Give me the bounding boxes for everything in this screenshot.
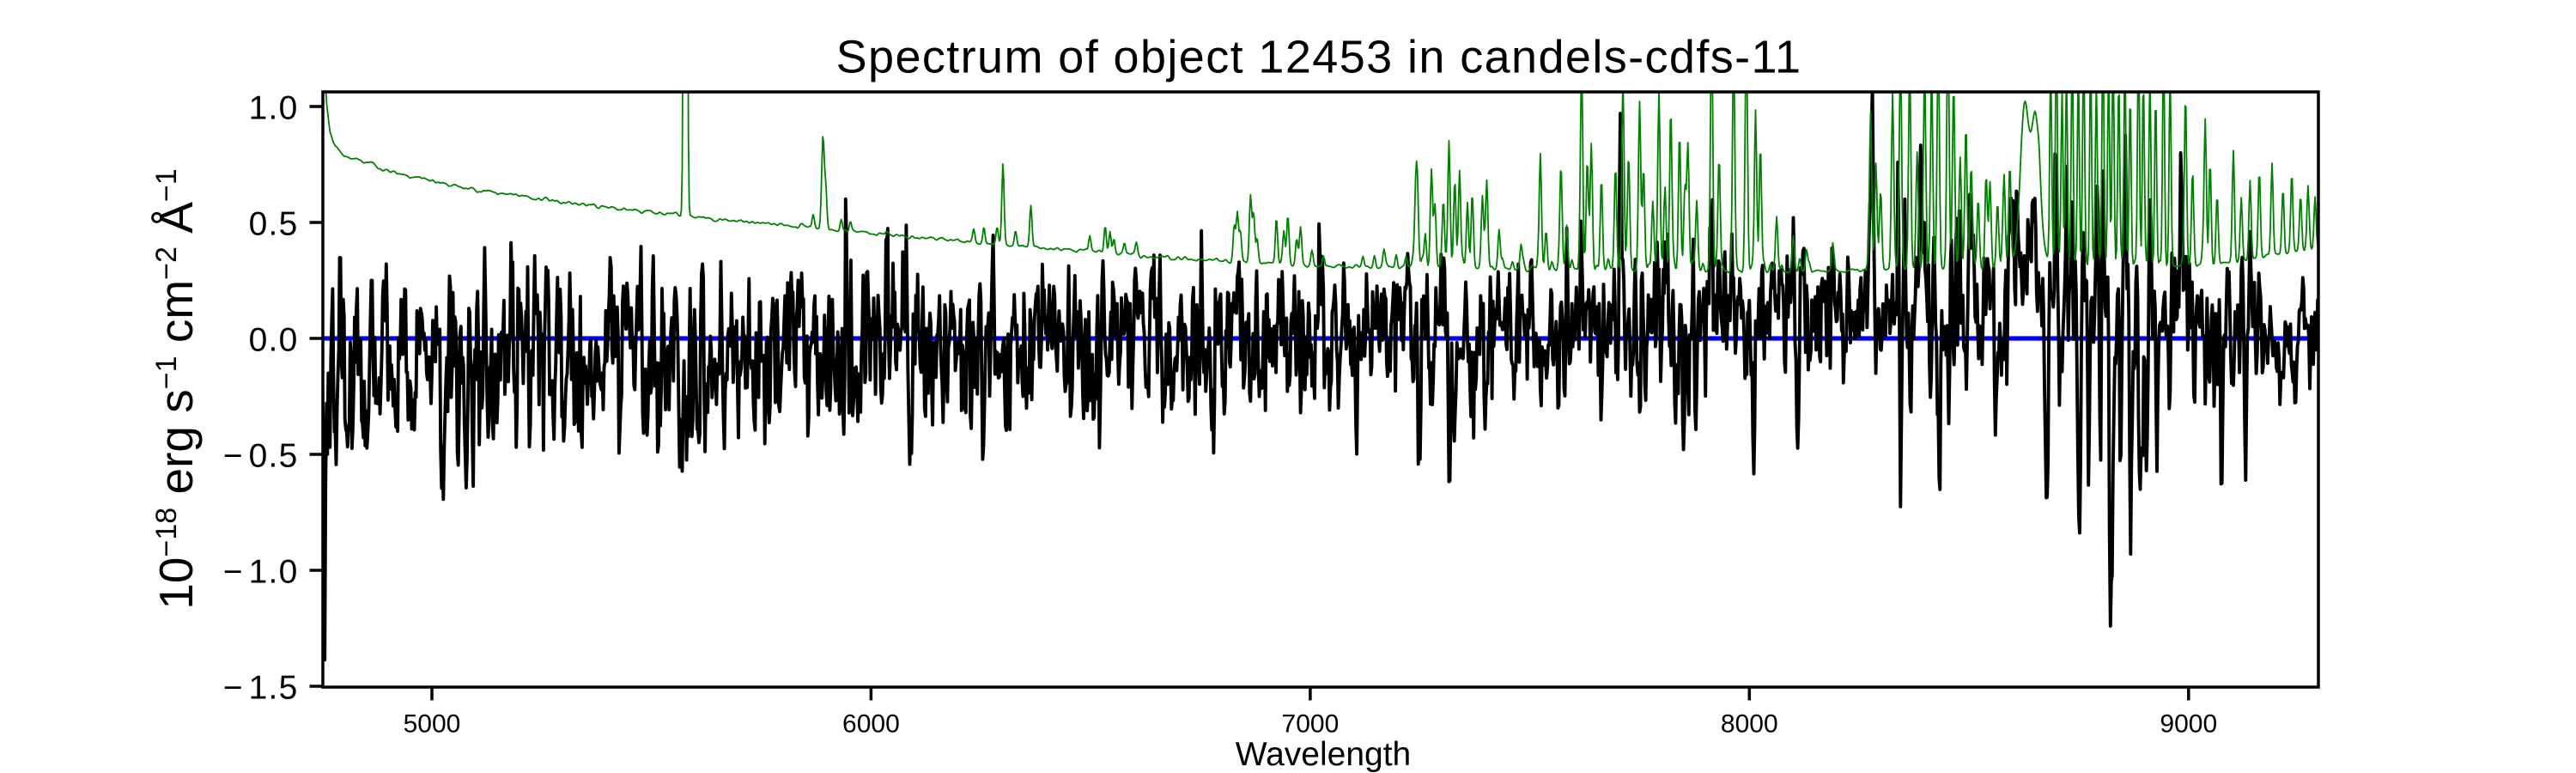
svg-text:8000: 8000 bbox=[1721, 710, 1778, 739]
svg-text:0.5: 0.5 bbox=[249, 205, 299, 242]
svg-text:5000: 5000 bbox=[404, 710, 461, 739]
svg-text:Spectrum of object 12453 in ca: Spectrum of object 12453 in candels-cdfs… bbox=[836, 32, 1802, 83]
svg-text:−1.5: −1.5 bbox=[223, 669, 299, 706]
svg-text:10−18 erg s−1 cm−2 Å−1: 10−18 erg s−1 cm−2 Å−1 bbox=[149, 168, 203, 609]
svg-text:7000: 7000 bbox=[1282, 710, 1340, 739]
svg-text:6000: 6000 bbox=[842, 710, 900, 739]
svg-text:0.0: 0.0 bbox=[249, 321, 299, 358]
svg-text:−1.0: −1.0 bbox=[223, 553, 299, 590]
svg-text:9000: 9000 bbox=[2160, 710, 2217, 739]
svg-text:−0.5: −0.5 bbox=[223, 437, 299, 474]
svg-text:1.0: 1.0 bbox=[249, 89, 299, 126]
svg-text:Wavelength: Wavelength bbox=[1236, 736, 1412, 773]
